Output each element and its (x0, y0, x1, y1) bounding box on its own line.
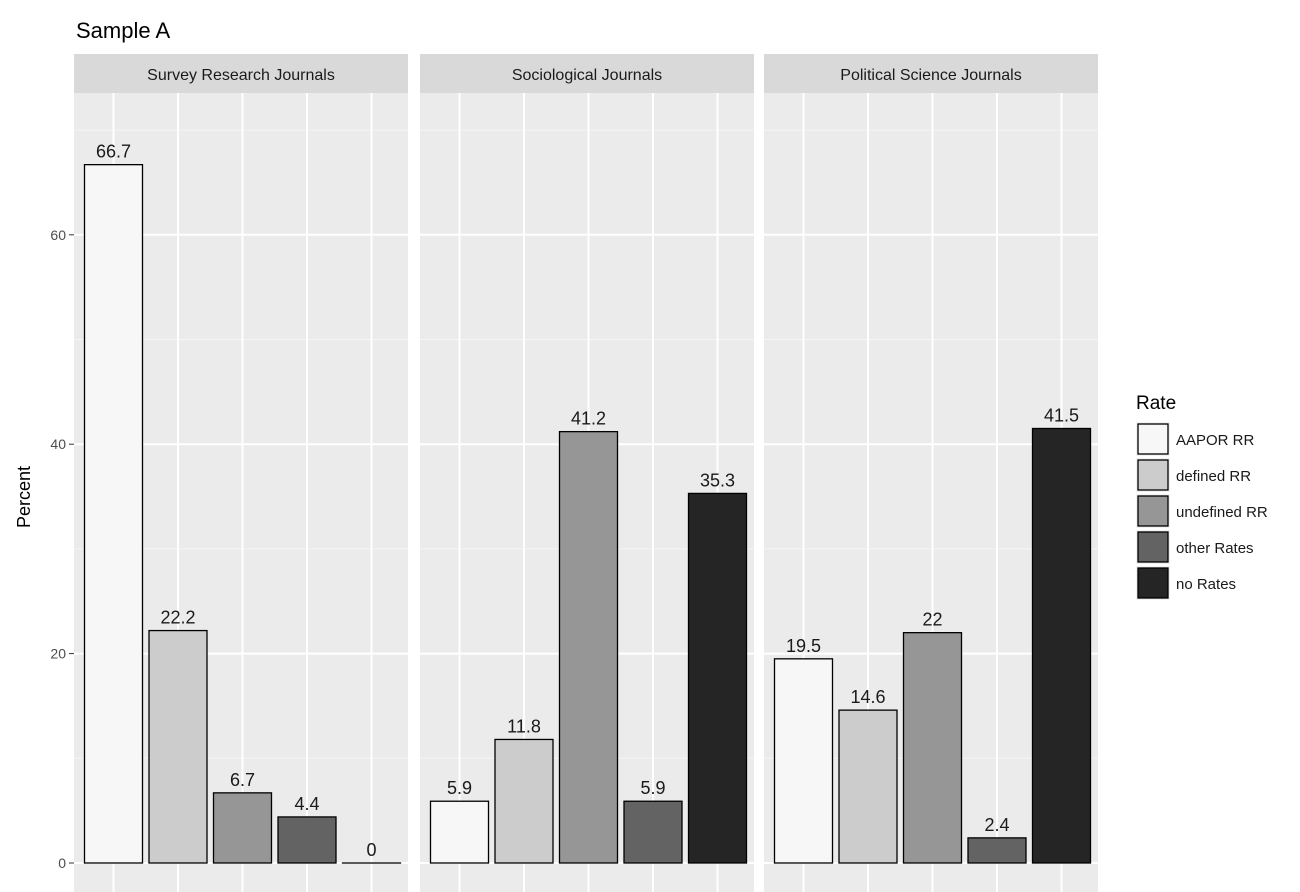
bar-value-label: 14.6 (850, 687, 885, 707)
bar (773, 658, 834, 864)
y-axis: 0 20 40 60 (50, 227, 74, 871)
facet-panel: Political Science Journals 19.5 14.6 22 2.4 4… (764, 54, 1098, 892)
bar (83, 164, 144, 864)
bar (902, 632, 963, 864)
facet-strip (74, 54, 408, 93)
legend-swatch (1137, 459, 1169, 491)
y-tick-label: 40 (50, 436, 66, 452)
bar (429, 800, 490, 864)
legend-swatch (1137, 495, 1169, 527)
legend-title: Rate (1136, 393, 1176, 414)
bar-value-label: 19.5 (786, 636, 821, 656)
bar-value-label: 22.2 (160, 608, 195, 628)
bar-value-label: 0 (366, 840, 376, 860)
facet-strip (420, 54, 754, 93)
bar (687, 492, 748, 864)
legend-label: AAPOR RR (1176, 432, 1255, 449)
facet-strip (764, 54, 1098, 93)
y-axis-label: Percent (14, 466, 34, 528)
chart-title: Sample A (76, 18, 170, 43)
bar (277, 816, 337, 864)
facet-panel: Survey Research Journals 66.7 22.2 6.7 4.4 0 (74, 54, 408, 892)
bar-value-label: 22 (922, 610, 942, 630)
facet-panel: Sociological Journals 5.9 11.8 41.2 5.9 35.3 (420, 54, 754, 892)
bar-value-label: 35.3 (700, 470, 735, 490)
bar-value-label: 41.2 (571, 409, 606, 429)
bar (212, 792, 273, 864)
legend-swatch (1137, 567, 1169, 599)
facet-panels: Survey Research Journals66.722.26.74.40S… (74, 54, 1098, 892)
bar (1031, 427, 1092, 864)
y-tick-label: 60 (50, 227, 66, 243)
y-tick-label: 0 (58, 855, 66, 871)
bar-value-label: 6.7 (230, 770, 255, 790)
bar-value-label: 5.9 (640, 778, 665, 798)
bar-value-label: 11.8 (507, 716, 541, 736)
bar-value-label: 66.7 (96, 142, 131, 162)
bar (148, 629, 208, 864)
bar-value-label: 5.9 (447, 778, 472, 798)
bar (623, 800, 683, 864)
legend: Rate AAPOR RR defined RR undefined RR other… (1136, 393, 1268, 600)
facet-strip-label: Survey Research Journals (147, 67, 335, 84)
legend-swatch (1137, 531, 1169, 563)
bar-value-label: 4.4 (294, 794, 319, 814)
bar (838, 709, 898, 864)
bar-value-label: 2.4 (984, 815, 1009, 835)
legend-swatch (1137, 423, 1169, 455)
legend-label: other Rates (1176, 540, 1254, 557)
facet-strip-label: Sociological Journals (512, 67, 662, 84)
legend-label: defined RR (1176, 468, 1251, 485)
legend-label: undefined RR (1176, 504, 1268, 521)
bar (558, 430, 619, 864)
bar-value-label: 41.5 (1044, 405, 1079, 425)
legend-label: no Rates (1176, 576, 1236, 593)
bar (967, 837, 1027, 864)
bar (494, 738, 554, 864)
y-tick-label: 20 (50, 646, 66, 662)
facet-strip-label: Political Science Journals (840, 67, 1021, 84)
